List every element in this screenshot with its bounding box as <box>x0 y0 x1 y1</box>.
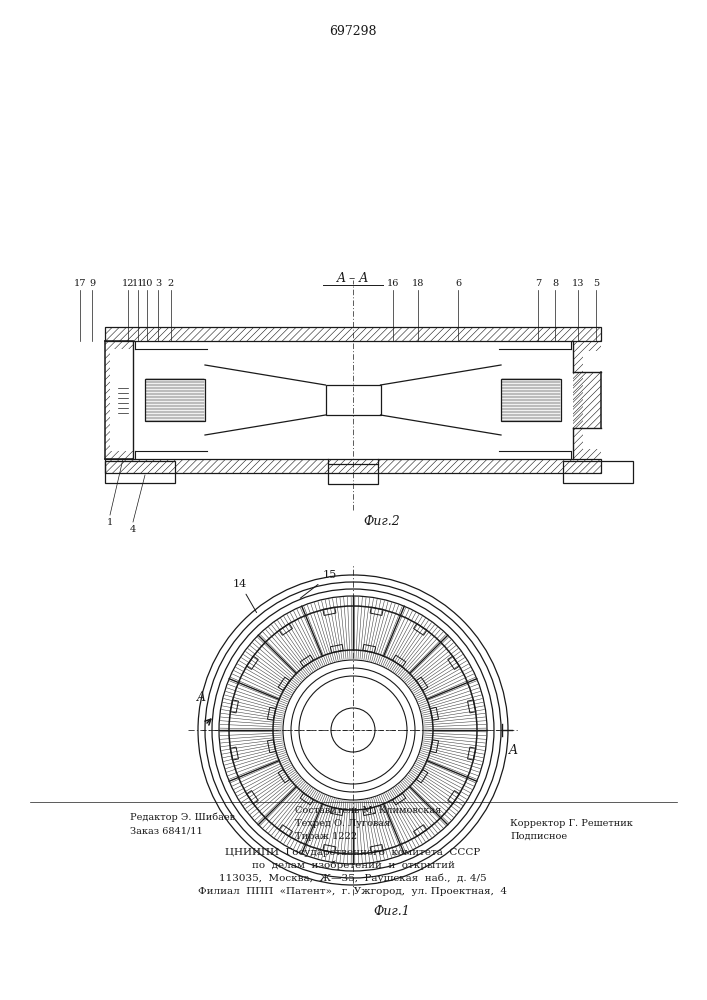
Text: 1: 1 <box>107 518 113 527</box>
Text: Фиг.2: Фиг.2 <box>363 515 399 528</box>
Text: 12: 12 <box>122 279 134 288</box>
Text: 17: 17 <box>74 279 86 288</box>
Text: Техред О. Луговая: Техред О. Луговая <box>295 819 390 828</box>
Bar <box>145 379 205 421</box>
Text: 13: 13 <box>572 279 584 288</box>
Text: 10: 10 <box>141 279 153 288</box>
Text: 15: 15 <box>300 570 337 598</box>
Text: Тираж 1222: Тираж 1222 <box>295 832 357 841</box>
Text: 113035,  Москва,  Ж—35,  Раушская  наб.,  д. 4/5: 113035, Москва, Ж—35, Раушская наб., д. … <box>219 874 487 883</box>
Text: Филиал  ППП  «Патент»,  г. Ужгород,  ул. Проектная,  4: Филиал ППП «Патент», г. Ужгород, ул. Про… <box>199 887 508 896</box>
Text: 16: 16 <box>387 279 399 288</box>
Text: Корректор Г. Решетник: Корректор Г. Решетник <box>510 819 633 828</box>
Text: 5: 5 <box>593 279 599 288</box>
Text: A: A <box>509 744 518 757</box>
Text: 18: 18 <box>411 279 424 288</box>
Text: 2: 2 <box>168 279 174 288</box>
Text: 8: 8 <box>552 279 558 288</box>
Text: Редактор Э. Шибаев: Редактор Э. Шибаев <box>130 812 235 822</box>
Bar <box>105 327 601 341</box>
Text: A: A <box>197 691 206 704</box>
Text: 4: 4 <box>130 525 136 534</box>
Bar <box>563 461 633 483</box>
Text: 3: 3 <box>155 279 161 288</box>
Text: Фиг.1: Фиг.1 <box>373 905 410 918</box>
Text: 9: 9 <box>89 279 95 288</box>
Text: Заказ 6841/11: Заказ 6841/11 <box>130 826 203 835</box>
Text: Составитель М. Климовская: Составитель М. Климовская <box>295 806 441 815</box>
Text: ЦНИИПИ  Государственного  комитета  СССР: ЦНИИПИ Государственного комитета СССР <box>226 848 481 857</box>
Bar <box>105 461 175 483</box>
Bar <box>501 379 561 421</box>
Text: 11: 11 <box>132 279 144 288</box>
Text: 7: 7 <box>535 279 541 288</box>
Text: 6: 6 <box>455 279 461 288</box>
Bar <box>105 459 601 473</box>
Text: 697298: 697298 <box>329 25 377 38</box>
Text: по  делам  изобретений  и  открытий: по делам изобретений и открытий <box>252 860 455 870</box>
Text: A – A: A – A <box>337 272 369 285</box>
Bar <box>325 385 380 415</box>
Text: 14: 14 <box>233 579 257 613</box>
Bar <box>328 464 378 484</box>
Text: Подписное: Подписное <box>510 832 567 841</box>
